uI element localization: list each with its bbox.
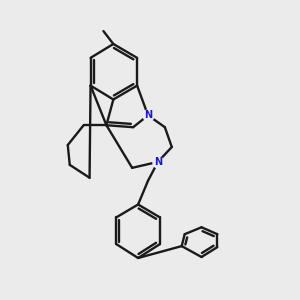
Text: N: N <box>144 110 152 120</box>
Text: N: N <box>154 157 162 167</box>
